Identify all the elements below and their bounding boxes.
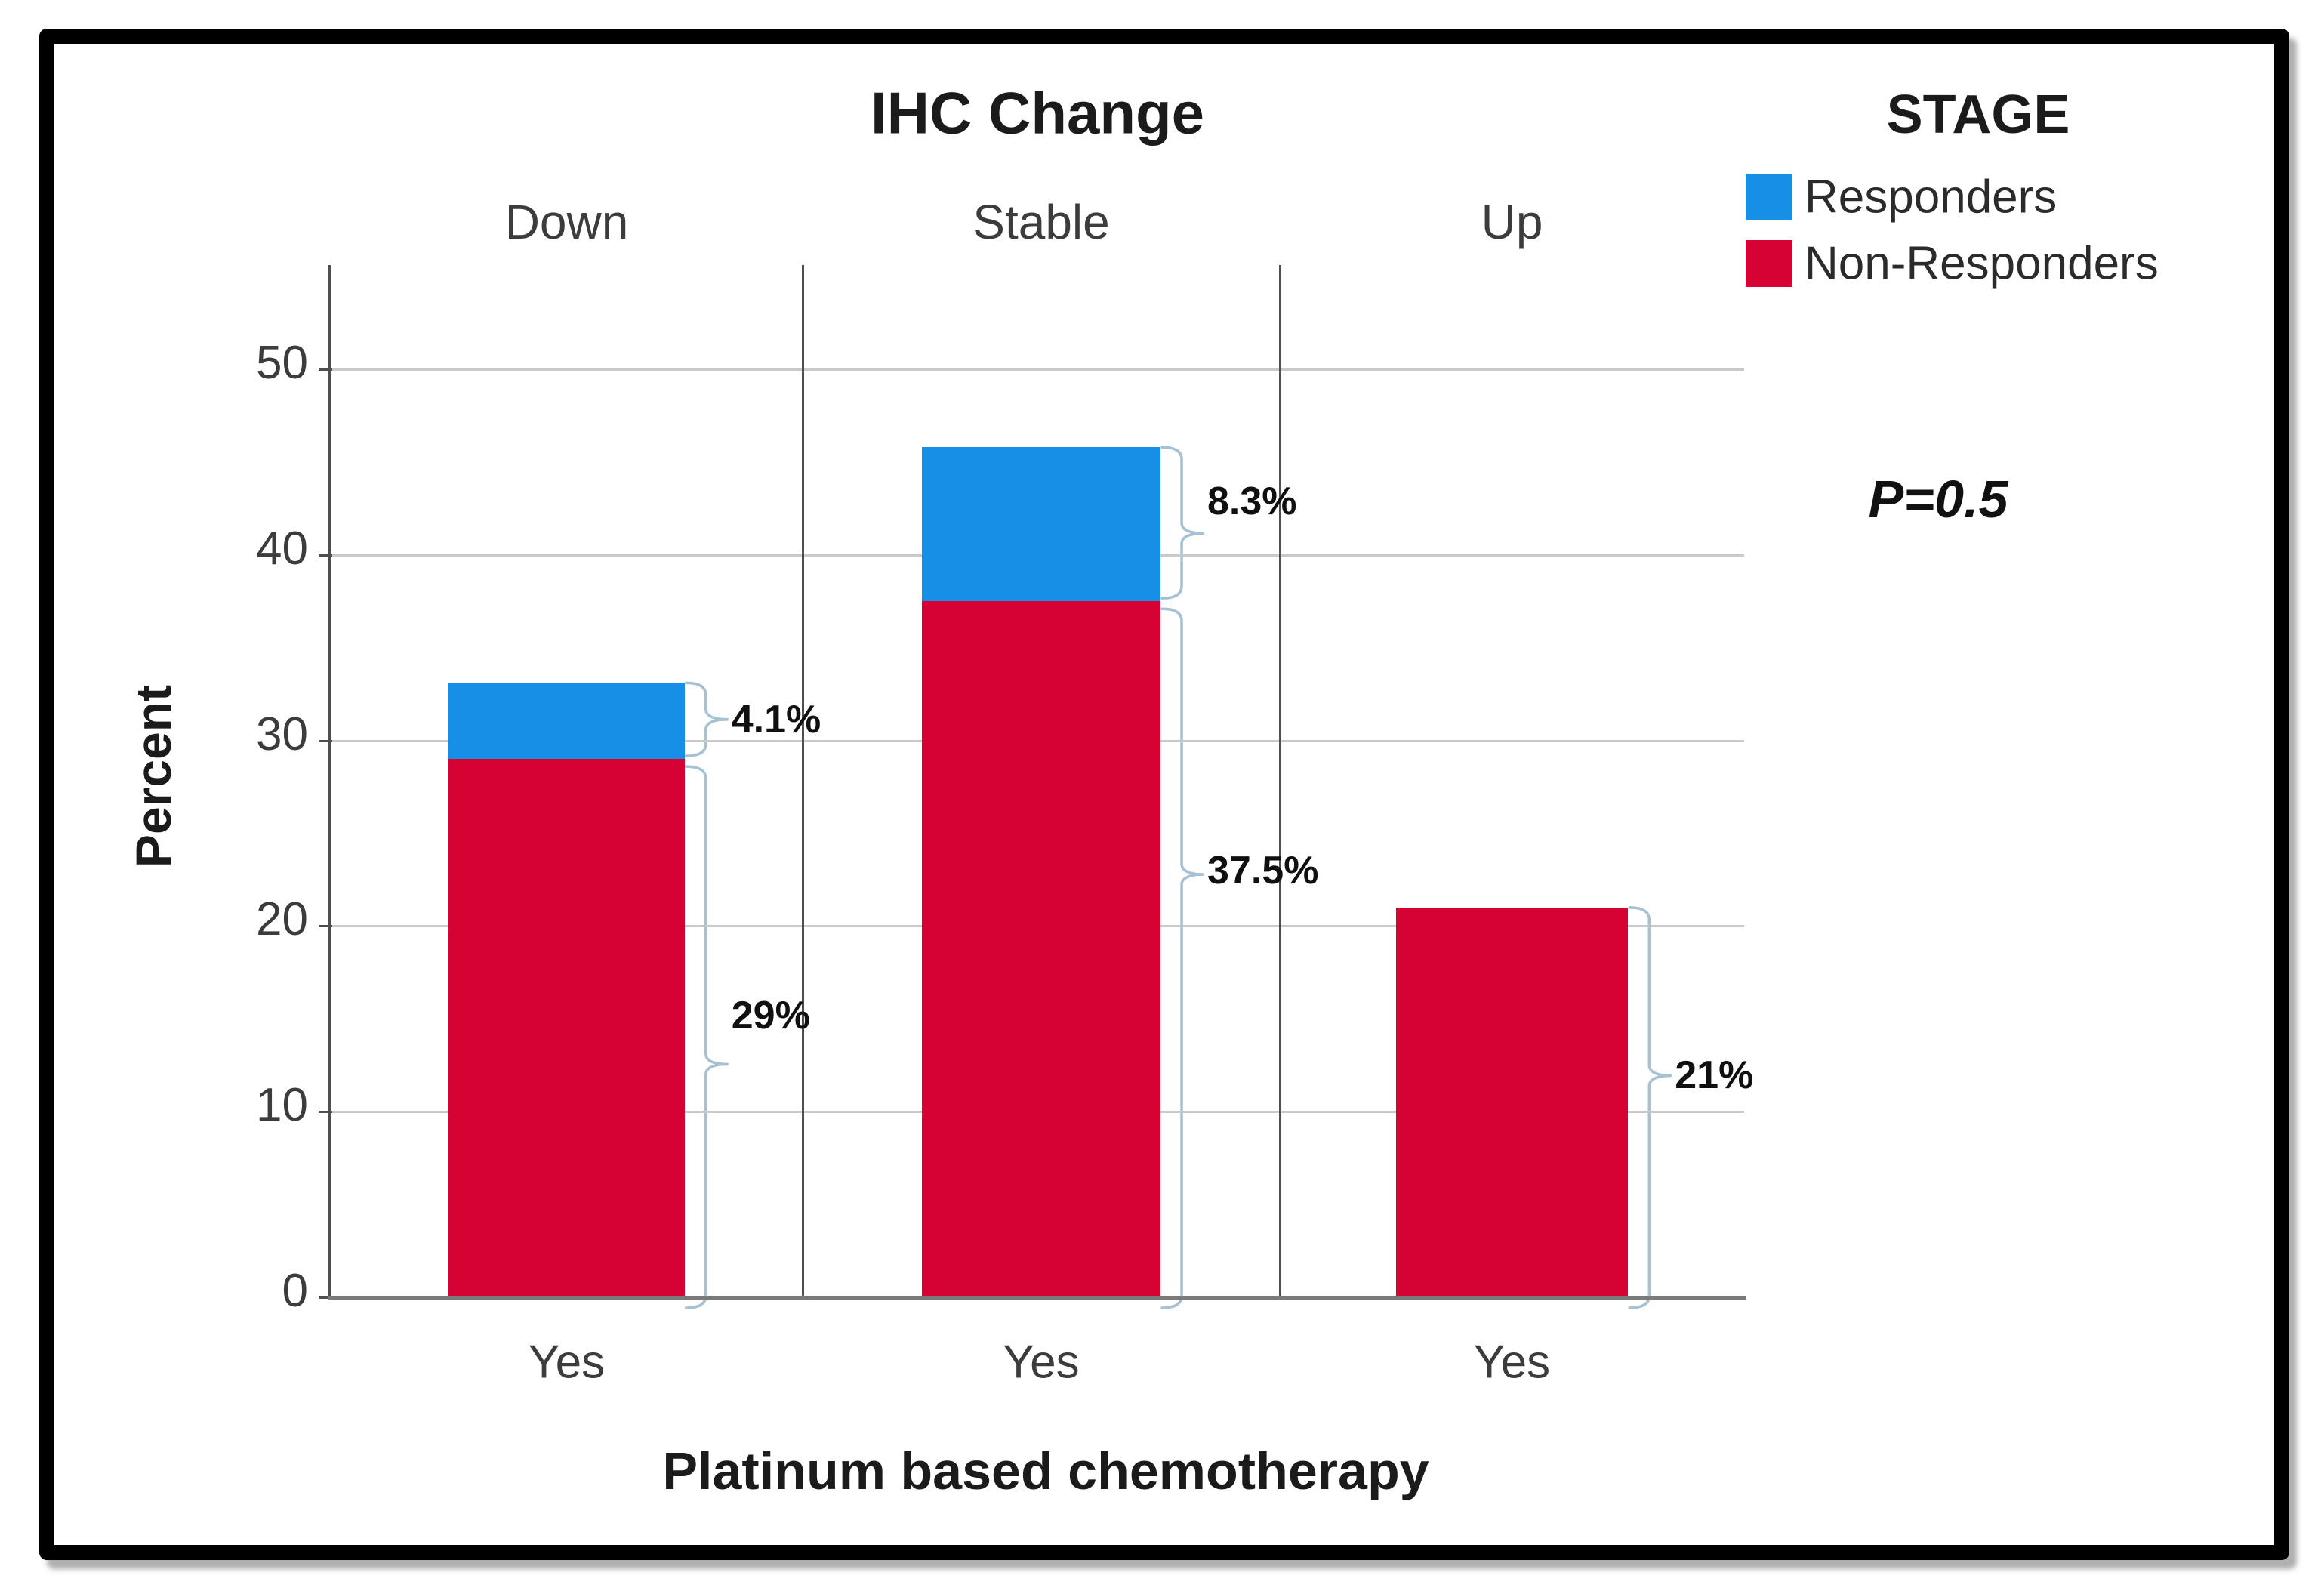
legend-label-non-responders: Non-Responders [1805, 237, 2159, 290]
bar-stable-responders [922, 447, 1160, 602]
bar-stable-non-responders [922, 601, 1160, 1297]
x-tick-label-1: Yes [1003, 1336, 1080, 1389]
y-tick-label-20: 20 [256, 893, 308, 946]
y-tick-20 [319, 925, 332, 928]
legend-label-responders: Responders [1805, 171, 2057, 224]
y-axis-line [328, 265, 331, 1297]
annotation-label-37.5%: 37.5% [1207, 849, 1319, 893]
y-axis-title: Percent [125, 684, 181, 868]
x-tick-label-0: Yes [528, 1336, 606, 1389]
panel-divider-2 [1279, 265, 1281, 1297]
y-tick-30 [319, 739, 332, 742]
annotation-label-29%: 29% [731, 993, 810, 1037]
x-tick-label-2: Yes [1473, 1336, 1551, 1389]
panel-header-stable: Stable [972, 195, 1110, 249]
y-tick-0 [319, 1296, 332, 1299]
legend-swatch-non-responders [1746, 240, 1792, 287]
legend-swatch-responders [1746, 174, 1792, 220]
annotation-label-4.1%: 4.1% [731, 697, 821, 742]
panel-divider-1 [802, 265, 804, 1297]
x-axis-title: Platinum based chemotherapy [662, 1441, 1429, 1500]
y-tick-40 [319, 553, 332, 557]
y-tick-50 [319, 368, 332, 371]
y-tick-label-10: 10 [256, 1079, 308, 1132]
bar-down-responders [448, 683, 685, 760]
chart-title: IHC Change [870, 79, 1205, 146]
x-axis-line [328, 1296, 1746, 1300]
bar-down-non-responders [448, 759, 685, 1297]
annotation-label-8.3%: 8.3% [1207, 479, 1297, 524]
y-tick-10 [319, 1111, 332, 1114]
y-tick-label-50: 50 [256, 337, 308, 389]
y-tick-label-40: 40 [256, 522, 308, 575]
figure-frame [39, 29, 2289, 1560]
legend-title: STAGE [1886, 85, 2070, 145]
y-tick-label-0: 0 [282, 1265, 308, 1317]
annotation-label-21%: 21% [1675, 1053, 1754, 1098]
gridline-50 [331, 368, 1744, 371]
bar-up-non-responders [1395, 907, 1629, 1297]
y-tick-label-30: 30 [256, 708, 308, 760]
panel-header-down: Down [504, 195, 629, 249]
panel-header-up: Up [1481, 195, 1543, 249]
p-value-label: P=0.5 [1868, 470, 2008, 529]
